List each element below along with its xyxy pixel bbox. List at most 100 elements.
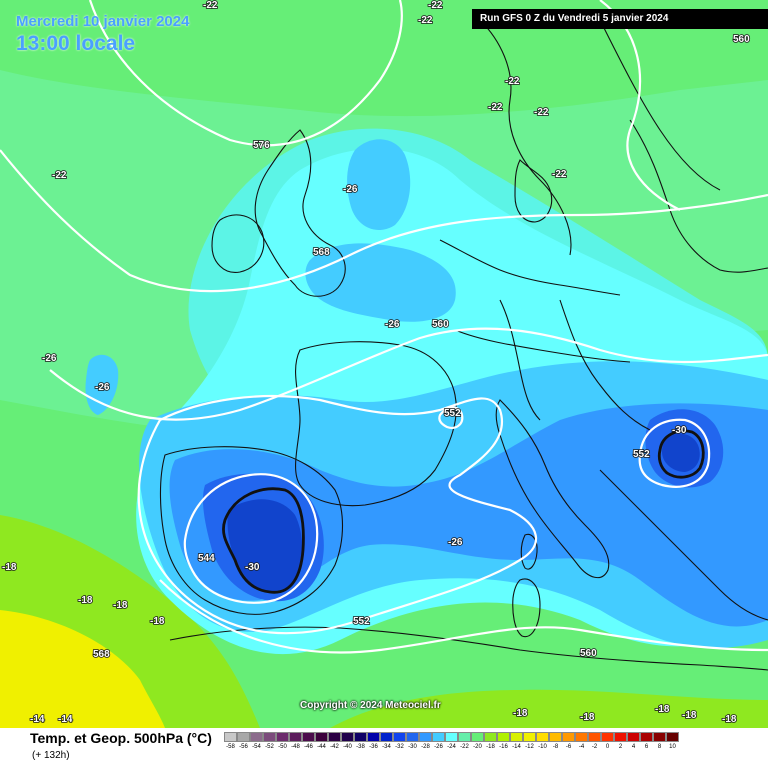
contour-544 <box>183 473 319 604</box>
temp-label: -18 <box>513 708 528 719</box>
scale-swatch <box>588 732 601 742</box>
scale-value-label: 6 <box>644 744 649 750</box>
scale-swatch <box>666 732 679 742</box>
scale-value-label: -44 <box>317 744 326 750</box>
geop-label: 576 <box>253 140 270 151</box>
temp-label: -22 <box>488 102 503 113</box>
scale-value-label: -26 <box>434 744 443 750</box>
contour-560-south <box>159 579 768 654</box>
geop-label: 560 <box>733 34 750 45</box>
temp-label: -18 <box>580 712 595 723</box>
scale-step: -20 <box>471 732 484 761</box>
scale-swatch <box>601 732 614 742</box>
land-borders <box>159 19 768 671</box>
scale-step: -8 <box>549 732 562 761</box>
temp-label: -14 <box>58 714 73 725</box>
scale-swatch <box>250 732 263 742</box>
copyright-notice: Copyright © 2024 Meteociel.fr <box>300 700 441 711</box>
scale-value-label: -20 <box>473 744 482 750</box>
scale-step: -30 <box>406 732 419 761</box>
valid-date: Mercredi 10 janvier 2024 <box>16 13 190 30</box>
temp-label: -18 <box>150 616 165 627</box>
scale-step: -50 <box>276 732 289 761</box>
scale-swatch <box>484 732 497 742</box>
scale-step: 10 <box>666 732 679 761</box>
geop-label: 568 <box>93 649 110 660</box>
scale-step: -34 <box>380 732 393 761</box>
scale-step: -36 <box>367 732 380 761</box>
scale-swatch <box>393 732 406 742</box>
scale-value-label: -36 <box>369 744 378 750</box>
scale-value-label: -32 <box>395 744 404 750</box>
scale-value-label: -58 <box>226 744 235 750</box>
temp-label: -22 <box>52 170 67 181</box>
color-scale: -58 -56 -54 -52 -50 -48 -46 -44 -42 -40 -38 -36 -34-… <box>224 732 679 761</box>
scale-swatch <box>653 732 666 742</box>
scale-swatch <box>497 732 510 742</box>
geop-label: 552 <box>353 616 370 627</box>
coastline-italy <box>495 399 610 579</box>
border-central-europe <box>454 299 651 431</box>
scale-value-label: -42 <box>330 744 339 750</box>
scale-step: -42 <box>328 732 341 761</box>
scale-value-label: 0 <box>605 744 610 750</box>
coastline-denmark <box>514 159 553 223</box>
scale-step: -14 <box>510 732 523 761</box>
scale-value-label: -54 <box>252 744 261 750</box>
scale-swatch <box>315 732 328 742</box>
temperature-labels: -22 -22 -22 -22 -22 -22 -22 -22 -26 -26 … <box>1 0 737 726</box>
band-yellow-southwest <box>0 610 165 728</box>
coastline-baltic <box>629 119 768 273</box>
temp-label: -18 <box>655 704 670 715</box>
scale-step: -6 <box>562 732 575 761</box>
scale-value-label: 2 <box>618 744 623 750</box>
scale-step: -24 <box>445 732 458 761</box>
scale-swatch <box>380 732 393 742</box>
coastline-balkans <box>599 469 768 621</box>
temp-label: -22 <box>552 169 567 180</box>
geop-label: 552 <box>633 449 650 460</box>
scale-swatch <box>419 732 432 742</box>
scale-swatch <box>510 732 523 742</box>
scale-step: -38 <box>354 732 367 761</box>
temp-label: -26 <box>95 382 110 393</box>
geop-label: 552 <box>444 408 461 419</box>
scale-step: -10 <box>536 732 549 761</box>
scale-step: -32 <box>393 732 406 761</box>
scale-step: -4 <box>575 732 588 761</box>
geop-label: 560 <box>432 319 449 330</box>
scale-value-label: -56 <box>239 744 248 750</box>
scale-swatch <box>263 732 276 742</box>
scale-value-label: -4 <box>578 744 585 750</box>
scale-swatch <box>562 732 575 742</box>
scale-value-label: 10 <box>669 744 676 750</box>
coastline-north-sea <box>439 239 621 296</box>
scale-step: -44 <box>315 732 328 761</box>
scale-swatch <box>367 732 380 742</box>
band-blue-uk <box>305 243 456 322</box>
scale-step: -18 <box>484 732 497 761</box>
geopotential-contours <box>0 0 768 654</box>
scale-step: -46 <box>302 732 315 761</box>
band-blue-north <box>347 139 411 230</box>
scale-swatch <box>432 732 445 742</box>
scale-swatch <box>328 732 341 742</box>
scale-step: 8 <box>653 732 666 761</box>
forecast-hour: (+ 132h) <box>32 750 70 761</box>
geopotential-labels: 576 568 560 560 552 552 552 544 568 560 <box>92 33 751 661</box>
band-blue-light <box>169 403 768 627</box>
legend-bar: Temp. et Geop. 500hPa (°C) (+ 132h) -58-… <box>0 728 768 768</box>
scale-value-label: -28 <box>421 744 430 750</box>
band-deep-iberia <box>227 499 303 591</box>
scale-swatch <box>302 732 315 742</box>
scale-value-label: -40 <box>343 744 352 750</box>
scale-step: -22 <box>458 732 471 761</box>
scale-value-label: -6 <box>565 744 572 750</box>
scale-value-label: -30 <box>408 744 417 750</box>
scale-step: 4 <box>627 732 640 761</box>
temp-label: -26 <box>385 319 400 330</box>
geop-label: 560 <box>580 648 597 659</box>
coastline-iberia <box>159 446 343 615</box>
temp-label: -30 <box>672 425 687 436</box>
